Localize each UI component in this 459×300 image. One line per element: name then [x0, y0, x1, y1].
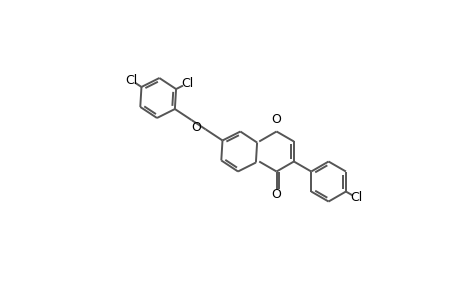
Text: O: O [271, 188, 281, 201]
Text: O: O [191, 122, 201, 134]
Text: O: O [271, 113, 281, 126]
Text: Cl: Cl [125, 74, 137, 87]
Text: Cl: Cl [350, 191, 362, 204]
Text: Cl: Cl [180, 77, 193, 90]
